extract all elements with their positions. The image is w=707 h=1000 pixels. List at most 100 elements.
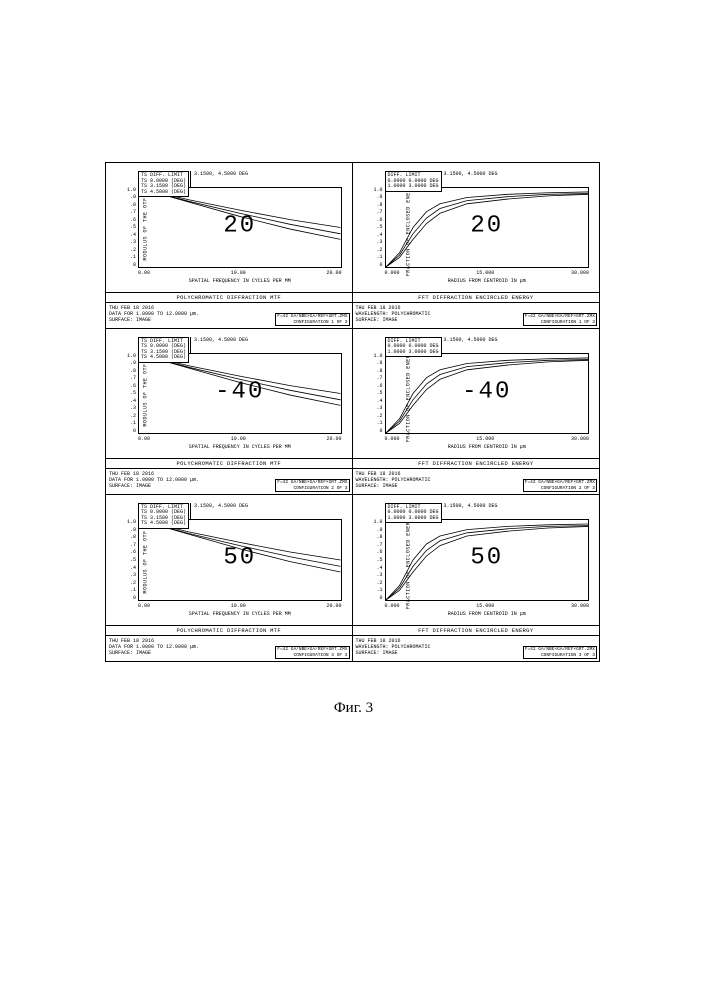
tick-label: 0.000 <box>385 436 400 442</box>
tick-label: 1.0 <box>122 519 136 525</box>
tick-label: 1.0 <box>369 519 383 525</box>
tick-label: .9 <box>369 194 383 200</box>
chart-row: MODULUS OF THE OTF1.0.9.8.7.6.5.4.3.2.10… <box>106 329 599 495</box>
tick-label: .6 <box>122 217 136 223</box>
y-ticks: 1.0.9.8.7.6.5.4.3.2.10 <box>369 519 383 601</box>
tick-label: 1.0 <box>122 353 136 359</box>
tick-label: 0.000 <box>385 270 400 276</box>
marker-line <box>190 503 191 519</box>
plot-area: MODULUS OF THE OTF1.0.9.8.7.6.5.4.3.2.10… <box>112 335 346 456</box>
chart-footer: THU FEB 18 2016 DATA FOR 1.0000 TO 12.00… <box>106 468 352 494</box>
chart-title-strip: FFT DIFFRACTION ENCIRCLED ENERGY <box>353 292 600 302</box>
tick-label: 20.00 <box>326 603 341 609</box>
tick-label: 0 <box>122 428 136 434</box>
tick-label: .9 <box>369 360 383 366</box>
footer-right-text: F=42 GA/NBE×GA/REF×GRT.ZMX CONFIGURATION… <box>523 479 597 492</box>
tick-label: .1 <box>122 587 136 593</box>
tick-label: .1 <box>122 254 136 260</box>
legend: DIFF. LIMIT 0.0000 0.0000 DEG 1.0000 3.0… <box>385 337 442 358</box>
plot-area: MODULUS OF THE OTF1.0.9.8.7.6.5.4.3.2.10… <box>112 169 346 290</box>
tick-label: .3 <box>369 405 383 411</box>
tick-label: .6 <box>369 217 383 223</box>
tick-label: .2 <box>122 413 136 419</box>
tick-label: 10.00 <box>231 436 246 442</box>
plot-box: 50 <box>385 519 590 601</box>
footer-right-text: F=42 GA/NBE×GA/REF×GRT.ZMX CONFIGURATION… <box>523 313 597 326</box>
footer-right-text: F=42 GA/NBE×GA/REF×GRT.ZMX CONFIGURATION… <box>523 646 597 659</box>
marker-line <box>190 337 191 353</box>
overlay-number: -40 <box>215 378 264 405</box>
tick-label: .4 <box>369 398 383 404</box>
x-axis-label: RADIUS FROM CENTROID IN μm <box>385 278 590 284</box>
y-ticks: 1.0.9.8.7.6.5.4.3.2.10 <box>122 353 136 434</box>
footer-right-text: F=42 GA/NBE×GA/REF×GRT.ZMX CONFIGURATION… <box>275 313 349 326</box>
legend: DIFF. LIMIT 0.0000 0.0000 DEG 1.0000 3.0… <box>385 503 442 524</box>
y-ticks: 1.0.9.8.7.6.5.4.3.2.10 <box>369 353 383 434</box>
tick-label: .8 <box>122 368 136 374</box>
chart-footer: THU FEB 18 2016 WAVELENGTH: POLYCHROMATI… <box>353 635 600 661</box>
tick-label: 0 <box>122 595 136 601</box>
plot-box: 20 <box>138 187 342 268</box>
tick-label: .3 <box>122 572 136 578</box>
x-ticks: 0.00 10.00 20.00 <box>138 436 342 442</box>
chart-cell: FRACTION OF ENCLOSED ENERGY1.0.9.8.7.6.5… <box>353 495 600 661</box>
tick-label: .1 <box>122 420 136 426</box>
tick-label: .5 <box>369 390 383 396</box>
overlay-number: 50 <box>223 545 256 572</box>
overlay-number: 50 <box>470 545 503 572</box>
y-ticks: 1.0.9.8.7.6.5.4.3.2.10 <box>369 187 383 268</box>
chart-title-strip: POLYCHROMATIC DIFFRACTION MTF <box>106 625 352 635</box>
tick-label: 0 <box>369 428 383 434</box>
tick-label: .3 <box>369 239 383 245</box>
chart-title-strip: POLYCHROMATIC DIFFRACTION MTF <box>106 292 352 302</box>
footer-left-text: THU FEB 18 2016 WAVELENGTH: POLYCHROMATI… <box>356 638 431 656</box>
tick-label: 1.0 <box>369 353 383 359</box>
tick-label: .5 <box>122 224 136 230</box>
marker-label: 3.1500, 4.5000 DEG <box>444 171 498 177</box>
tick-label: 1.0 <box>369 187 383 193</box>
x-ticks: 0.0010.0020.00 <box>138 270 342 276</box>
marker-label: 3.1500, 4.5000 DEG <box>194 337 248 343</box>
tick-label: 0 <box>122 262 136 268</box>
footer-left-text: THU FEB 18 2016 WAVELENGTH: POLYCHROMATI… <box>356 305 431 323</box>
y-ticks: 1.0.9.8.7.6.5.4.3.2.10 <box>122 187 136 268</box>
footer-left-text: THU FEB 18 2016 DATA FOR 1.0000 TO 12.00… <box>109 305 199 323</box>
tick-label: .7 <box>122 542 136 548</box>
x-axis-label: SPATIAL FREQUENCY IN CYCLES PER MM <box>138 278 342 284</box>
tick-label: .2 <box>369 247 383 253</box>
tick-label: .7 <box>122 375 136 381</box>
marker-label: 3.1500, 4.5000 DEG <box>444 337 498 343</box>
tick-label: 30.000 <box>571 270 589 276</box>
overlay-number: 20 <box>223 212 256 239</box>
tick-label: .5 <box>369 557 383 563</box>
chart-row: MODULUS OF THE OTF1.0.9.8.7.6.5.4.3.2.10… <box>106 495 599 661</box>
tick-label: 30.000 <box>571 436 589 442</box>
x-axis-label: SPATIAL FREQUENCY IN CYCLES PER MM <box>138 444 342 450</box>
chart-cell: FRACTION OF ENCLOSED ENERGY1.0.9.8.7.6.5… <box>353 163 600 328</box>
tick-label: .2 <box>369 580 383 586</box>
tick-label: .2 <box>122 247 136 253</box>
tick-label: 0.00 <box>138 270 150 276</box>
tick-label: .4 <box>369 565 383 571</box>
tick-label: 1.0 <box>122 187 136 193</box>
tick-label: .8 <box>122 202 136 208</box>
plot-area: FRACTION OF ENCLOSED ENERGY1.0.9.8.7.6.5… <box>359 169 594 290</box>
tick-label: 0.00 <box>138 436 150 442</box>
tick-label: .8 <box>122 534 136 540</box>
tick-label: .9 <box>122 360 136 366</box>
tick-label: .5 <box>369 224 383 230</box>
tick-label: .2 <box>122 580 136 586</box>
figure-grid: MODULUS OF THE OTF1.0.9.8.7.6.5.4.3.2.10… <box>105 162 600 662</box>
chart-title-strip: FFT DIFFRACTION ENCIRCLED ENERGY <box>353 458 600 468</box>
tick-label: .7 <box>369 542 383 548</box>
tick-label: .7 <box>369 209 383 215</box>
overlay-number: -40 <box>462 378 511 405</box>
x-ticks: 0.00015.00030.000 <box>385 270 590 276</box>
tick-label: .6 <box>369 549 383 555</box>
tick-label: 20.00 <box>326 436 341 442</box>
tick-label: .7 <box>369 375 383 381</box>
tick-label: .3 <box>122 405 136 411</box>
tick-label: .8 <box>369 368 383 374</box>
legend: TS DIFF. LIMIT TS 0.0000 (DEG) TS 3.1500… <box>138 503 189 529</box>
tick-label: .4 <box>122 232 136 238</box>
